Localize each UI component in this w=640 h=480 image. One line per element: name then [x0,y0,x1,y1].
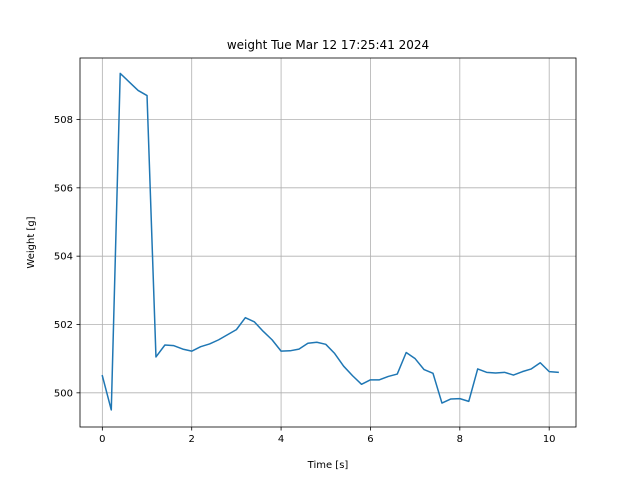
y-tick-label: 504 [54,252,73,263]
x-axis-label: Time [s] [307,460,349,471]
y-axis-ticks: 500 502 504 506 508 [54,115,80,399]
y-tick-label: 502 [54,320,73,331]
x-tick-label: 4 [278,434,284,445]
y-axis-label: Weight [g] [26,216,37,268]
y-tick-label: 500 [54,388,73,399]
y-tick-label: 508 [54,115,73,126]
x-tick-label: 10 [543,434,556,445]
y-tick-label: 506 [54,183,73,194]
x-axis-ticks: 0 2 4 6 8 10 [99,427,556,445]
series-line [101,72,559,411]
grid [80,58,576,427]
plot-area [80,58,576,427]
x-tick-label: 8 [457,434,463,445]
series-layer [101,72,559,411]
chart-title: weight Tue Mar 12 17:25:41 2024 [227,38,429,52]
x-tick-label: 0 [99,434,105,445]
plot-frame [79,57,577,428]
x-tick-label: 2 [189,434,195,445]
x-tick-label: 6 [367,434,373,445]
